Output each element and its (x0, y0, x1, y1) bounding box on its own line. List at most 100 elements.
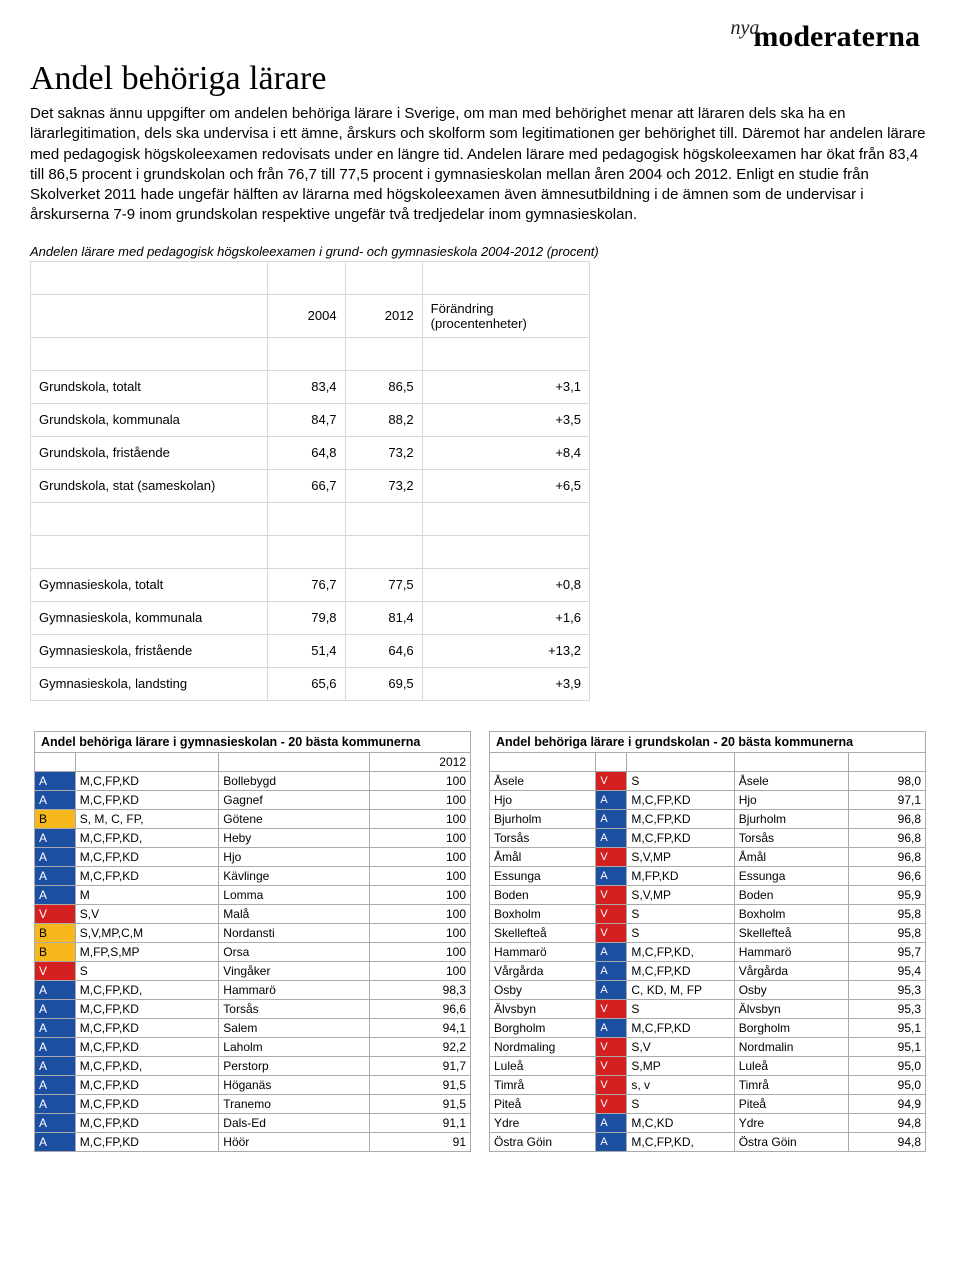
bloc-letter: A (35, 771, 76, 790)
value: 98,3 (369, 980, 470, 999)
value: 95,3 (849, 999, 926, 1018)
table1-col-change: Förändring (procentenheter) (422, 294, 589, 337)
table-row: AM,C,FP,KD,Heby100 (35, 828, 471, 847)
table-row: AMLomma100 (35, 885, 471, 904)
bloc-letter: A (596, 1113, 627, 1132)
municipality-b: Åmål (734, 847, 848, 866)
parties: M,C,FP,KD (75, 1132, 219, 1151)
municipality-a: Åmål (490, 847, 596, 866)
row-2012: 81,4 (345, 601, 422, 634)
value: 100 (369, 904, 470, 923)
parties: S (75, 961, 219, 980)
municipality-a: Piteå (490, 1094, 596, 1113)
municipality: Kävlinge (219, 866, 370, 885)
municipality: Lomma (219, 885, 370, 904)
municipality-a: Essunga (490, 866, 596, 885)
value: 100 (369, 828, 470, 847)
row-change: +8,4 (422, 436, 589, 469)
value: 95,0 (849, 1075, 926, 1094)
parties: S (627, 999, 734, 1018)
parties: M,C,FP,KD, (627, 1132, 734, 1151)
municipality-b: Bjurholm (734, 809, 848, 828)
table-row: AM,C,FP,KDDals-Ed91,1 (35, 1113, 471, 1132)
municipality-b: Piteå (734, 1094, 848, 1113)
value: 96,8 (849, 847, 926, 866)
bloc-letter: A (35, 1075, 76, 1094)
table-row: AM,C,FP,KDBollebygd100 (35, 771, 471, 790)
municipality: Dals-Ed (219, 1113, 370, 1132)
parties: M,C,FP,KD (627, 790, 734, 809)
bloc-letter: V (596, 1056, 627, 1075)
municipality-a: Skellefteå (490, 923, 596, 942)
parties: M,C,FP,KD (75, 1037, 219, 1056)
municipality-a: Nordmaling (490, 1037, 596, 1056)
value: 95,1 (849, 1018, 926, 1037)
value: 97,1 (849, 790, 926, 809)
row-change: +0,8 (422, 568, 589, 601)
bloc-letter: V (596, 847, 627, 866)
bloc-letter: A (596, 790, 627, 809)
table-row: BorgholmAM,C,FP,KDBorgholm95,1 (490, 1018, 926, 1037)
table-row: Gymnasieskola, fristående51,464,6+13,2 (31, 634, 590, 667)
value: 94,8 (849, 1113, 926, 1132)
row-change: +6,5 (422, 469, 589, 502)
bloc-letter: A (35, 790, 76, 809)
municipality: Tranemo (219, 1094, 370, 1113)
bloc-letter: A (596, 866, 627, 885)
municipality: Höganäs (219, 1075, 370, 1094)
value: 98,0 (849, 771, 926, 790)
value: 92,2 (369, 1037, 470, 1056)
municipality-b: Åsele (734, 771, 848, 790)
row-2004: 83,4 (268, 370, 345, 403)
table-row: OsbyAC, KD, M, FPOsby95,3 (490, 980, 926, 999)
municipality: Gagnef (219, 790, 370, 809)
parties: M,C,FP,KD (75, 866, 219, 885)
value: 95,1 (849, 1037, 926, 1056)
municipality: Torsås (219, 999, 370, 1018)
value: 95,3 (849, 980, 926, 999)
parties: M,C,FP,KD (75, 1075, 219, 1094)
table-row: BM,FP,S,MPOrsa100 (35, 942, 471, 961)
value: 95,0 (849, 1056, 926, 1075)
parties: M,C,FP,KD (627, 809, 734, 828)
municipality-a: Ydre (490, 1113, 596, 1132)
row-2012: 73,2 (345, 469, 422, 502)
parties: C, KD, M, FP (627, 980, 734, 999)
table-row: Grundskola, stat (sameskolan)66,773,2+6,… (31, 469, 590, 502)
intro-paragraph: Det saknas ännu uppgifter om andelen beh… (30, 104, 930, 226)
municipality-b: Borgholm (734, 1018, 848, 1037)
value: 91 (369, 1132, 470, 1151)
table-row: LuleåVS,MPLuleå95,0 (490, 1056, 926, 1075)
parties: M,C,FP,KD (75, 1094, 219, 1113)
table-row: HjoAM,C,FP,KDHjo97,1 (490, 790, 926, 809)
value: 94,9 (849, 1094, 926, 1113)
municipality-b: Essunga (734, 866, 848, 885)
bloc-letter: V (596, 1094, 627, 1113)
municipality-b: Boxholm (734, 904, 848, 923)
bloc-letter: V (596, 1037, 627, 1056)
row-2004: 65,6 (268, 667, 345, 700)
municipality-b: Luleå (734, 1056, 848, 1075)
municipality-b: Boden (734, 885, 848, 904)
row-2004: 76,7 (268, 568, 345, 601)
municipality: Bollebygd (219, 771, 370, 790)
bloc-letter: A (35, 1132, 76, 1151)
bloc-letter: V (596, 904, 627, 923)
bloc-letter: B (35, 942, 76, 961)
bloc-letter: A (596, 828, 627, 847)
bloc-letter: V (35, 961, 76, 980)
row-2012: 69,5 (345, 667, 422, 700)
bloc-letter: B (35, 809, 76, 828)
table-row: AM,C,FP,KDKävlinge100 (35, 866, 471, 885)
value: 100 (369, 866, 470, 885)
table-row: BS,V,MP,C,MNordansti100 (35, 923, 471, 942)
row-2012: 86,5 (345, 370, 422, 403)
bloc-letter: A (35, 866, 76, 885)
table-row: BjurholmAM,C,FP,KDBjurholm96,8 (490, 809, 926, 828)
bloc-letter: V (596, 1075, 627, 1094)
row-change: +3,1 (422, 370, 589, 403)
value: 100 (369, 961, 470, 980)
row-label: Gymnasieskola, totalt (31, 568, 268, 601)
table-row: VårgårdaAM,C,FP,KDVårgårda95,4 (490, 961, 926, 980)
value: 100 (369, 809, 470, 828)
